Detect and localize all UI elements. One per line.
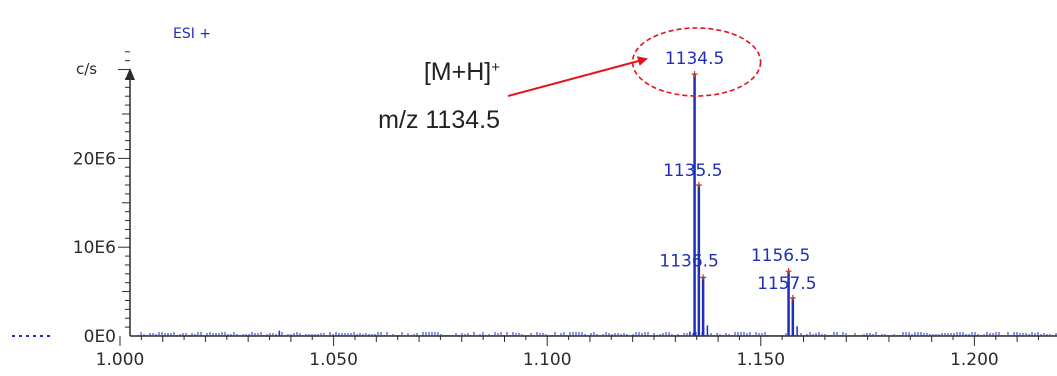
y-axis-arrow-icon xyxy=(125,68,135,80)
peak-label: 1136.5 xyxy=(659,251,718,271)
highlight-ellipse xyxy=(631,27,762,97)
x-tick-label: 1.050 xyxy=(309,350,358,370)
annotation-mz-label: m/z 1134.5 xyxy=(378,106,500,134)
peaks xyxy=(278,71,798,336)
annotation-ion-charge: + xyxy=(491,59,500,76)
y-tick-label: 0E0 xyxy=(84,327,116,347)
peak-marker-icon xyxy=(695,182,702,189)
x-tick-label: 1.000 xyxy=(96,350,145,370)
x-tick-label: 1.150 xyxy=(736,350,785,370)
peak-marker-icon xyxy=(700,274,707,281)
peak-marker-icon xyxy=(785,268,792,275)
annotation-ion-formula: [M+H] xyxy=(423,58,492,86)
x-tick-label: 1.200 xyxy=(950,350,999,370)
annotation-ion-label: [M+H]+ xyxy=(380,55,500,89)
peak-labels: 1134.5 1135.5 1136.5 1156.5 1157.5 xyxy=(659,49,816,294)
peak-label: 1135.5 xyxy=(663,161,722,181)
peak-marker-icon xyxy=(789,294,796,301)
y-tick-label: 20E6 xyxy=(73,149,116,169)
ionization-mode-label: ESI + xyxy=(173,26,211,42)
y-axis-label: c/s xyxy=(76,60,97,78)
baseline-noise xyxy=(137,332,1057,336)
y-tick-label: 10E6 xyxy=(73,238,116,258)
x-tick-label: 1.100 xyxy=(523,350,572,370)
peak-label: 1134.5 xyxy=(665,49,724,69)
peak-label: 1157.5 xyxy=(757,274,816,294)
annotation-overlay xyxy=(507,27,762,97)
peak-label: 1156.5 xyxy=(751,246,810,266)
peak-marker-icon xyxy=(691,71,698,77)
annotation-arrow xyxy=(507,56,648,97)
axes: 0E0 10E6 20E6 1.000 1.050 1.100 1.150 1.200 c/s E… xyxy=(12,26,1057,370)
